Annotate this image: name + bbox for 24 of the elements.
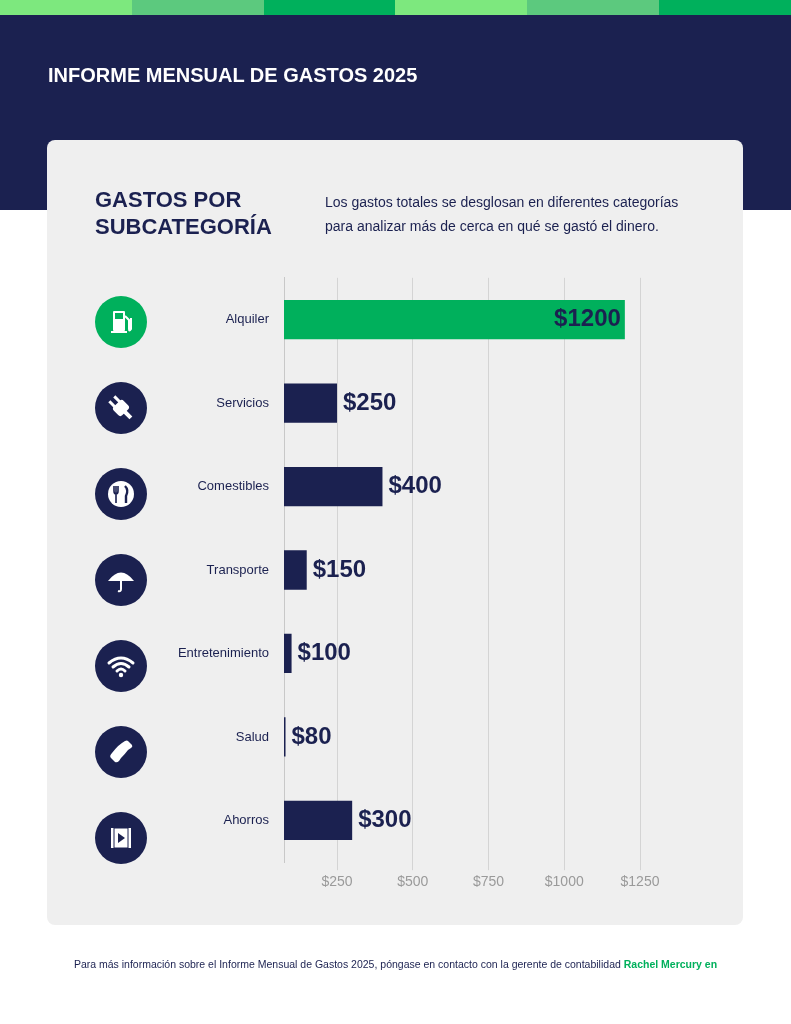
data-label: $400 [388, 471, 442, 499]
x-tick-label: $1250 [620, 873, 660, 890]
y-tick-label: Entretenimiento [177, 645, 269, 661]
y-tick-label: Transporte [206, 561, 269, 577]
text: Rachel Mercury en [623, 958, 718, 970]
chart-subtitle: GASTOS POR SUBCATEGORÍA [95, 186, 273, 240]
data-label: $100 [297, 638, 351, 666]
y-tick-label: Ahorros [223, 812, 270, 828]
x-tick-label: $750 [472, 873, 505, 890]
x-tick-label: $500 [397, 873, 429, 890]
data-label: $80 [291, 721, 332, 749]
data-label: $150 [312, 554, 367, 582]
y-tick-label: Salud [235, 728, 269, 744]
x-tick-label: $1000 [544, 873, 584, 890]
text: Los gastos totales se desglosan en diferentes categorías para analizar más de cerca en qué se gastó el dinero. [325, 193, 680, 236]
data-label: $250 [343, 387, 397, 415]
y-tick-label: Comestibles [197, 478, 270, 494]
chart-title: INFORME MENSUAL DE GASTOS 2025 [48, 64, 418, 87]
y-tick-label: Alquiler [225, 311, 270, 327]
data-label: $300 [358, 805, 412, 833]
text: Para más información sobre el Informe Mensual de Gastos 2025, póngase en contacto con la gerente de contabilidad [73, 958, 621, 970]
x-tick-label: $250 [321, 873, 353, 890]
data-label: $1200 [554, 304, 621, 332]
y-tick-label: Servicios [216, 394, 270, 410]
